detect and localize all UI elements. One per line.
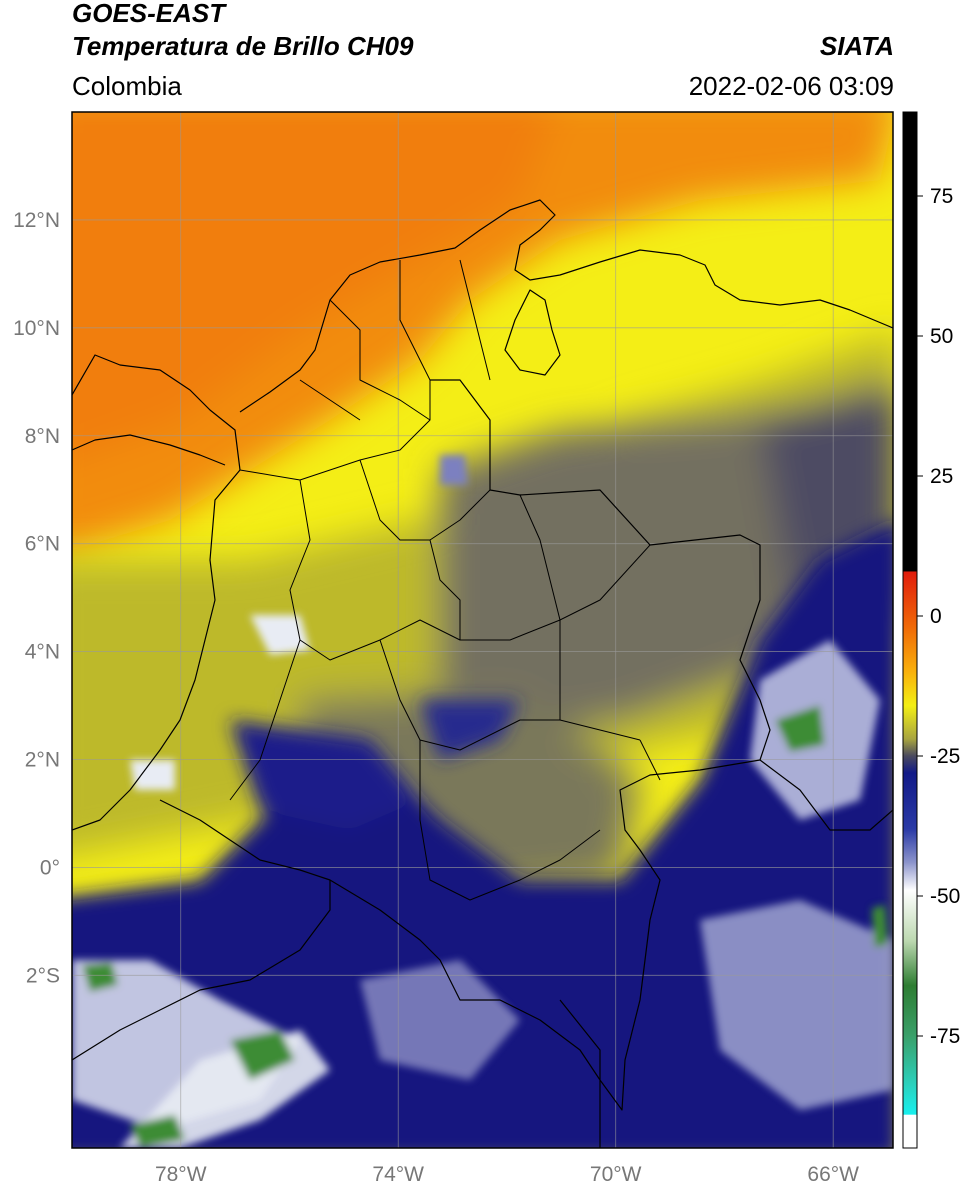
lat-tick-label: 10°N — [13, 317, 60, 340]
graticule — [72, 112, 893, 1148]
venezuela-brazil-border — [759, 759, 893, 831]
colombia-border — [159, 379, 771, 1111]
lat-tick-label: 2°N — [25, 749, 60, 772]
lon-tick-label: 70°W — [590, 1163, 642, 1186]
colorbar-tick-label: 75 — [930, 185, 953, 208]
colorbar-ticks: 75 50 25 0 -25 -50 -75 — [917, 185, 960, 1048]
field-cold-zone — [72, 523, 893, 1148]
colorbar: 75 50 25 0 -25 -50 -75 — [902, 111, 960, 1149]
lat-tick-label: 12°N — [13, 209, 60, 232]
ecuador-peru-border — [72, 880, 331, 1061]
colorbar-tick-label: -75 — [930, 1025, 960, 1048]
title-satellite: GOES-EAST — [72, 0, 226, 28]
brand-label: SIATA — [819, 31, 894, 61]
map-frame — [71, 111, 894, 1149]
colorbar-tick-label: 0 — [930, 605, 942, 628]
field-cloud-tops — [72, 455, 893, 1148]
lat-tick-label: 4°N — [25, 641, 60, 664]
lake-maracaibo — [504, 289, 561, 376]
lon-tick-label: 74°W — [372, 1163, 424, 1186]
department-lines — [229, 259, 661, 901]
caribbean-coastline — [239, 199, 893, 413]
title-product: Temperatura de Brillo CH09 — [72, 31, 414, 61]
pacific-coastline — [72, 354, 241, 831]
longitude-labels: 78°W 74°W 70°W 66°W — [155, 1163, 859, 1186]
lat-tick-label: 2°S — [26, 964, 60, 987]
colorbar-tick-label: 50 — [930, 325, 953, 348]
peru-brazil-border — [559, 999, 601, 1148]
colorbar-tick-label: -25 — [930, 745, 960, 768]
lon-tick-label: 78°W — [155, 1163, 207, 1186]
region-label: Colombia — [72, 71, 182, 101]
temperature-field — [72, 112, 893, 1148]
latitude-labels: 12°N 10°N 8°N 6°N 4°N 2°N 0° 2°S — [13, 209, 60, 987]
lat-tick-label: 8°N — [25, 425, 60, 448]
lat-tick-label: 6°N — [25, 533, 60, 556]
datetime-label: 2022-02-06 03:09 — [688, 71, 894, 101]
colorbar-tick-label: -50 — [930, 885, 960, 908]
field-warm-zone — [72, 112, 893, 551]
panama-coastline — [72, 434, 226, 466]
lat-tick-label: 0° — [40, 856, 60, 879]
colorbar-ramp — [903, 112, 917, 1148]
boundaries — [72, 199, 893, 1148]
lon-tick-label: 66°W — [807, 1163, 859, 1186]
colorbar-tick-label: 25 — [930, 465, 953, 488]
colorbar-frame — [902, 111, 918, 1149]
